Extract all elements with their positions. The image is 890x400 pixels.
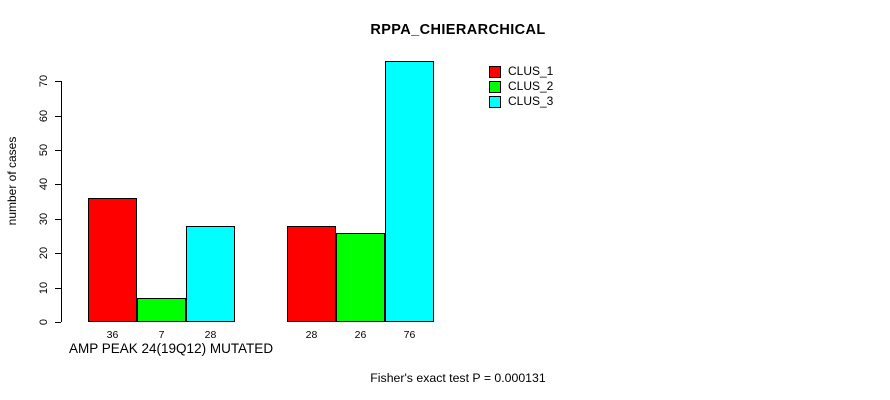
bar-value-label: 28 bbox=[204, 329, 217, 341]
y-tick bbox=[55, 322, 61, 323]
y-tick-label: 20 bbox=[38, 247, 50, 260]
y-tick-label: 10 bbox=[38, 281, 50, 294]
y-tick-label: 70 bbox=[38, 75, 50, 88]
bar-value-label: 36 bbox=[106, 329, 119, 341]
legend-label: CLUS_2 bbox=[508, 79, 554, 93]
y-tick bbox=[55, 184, 61, 186]
y-axis-line bbox=[61, 81, 62, 322]
legend-swatch bbox=[489, 80, 501, 93]
y-tick bbox=[55, 218, 61, 220]
y-tick-label: 30 bbox=[38, 212, 50, 225]
fisher-test-text: Fisher's exact test P = 0.000131 bbox=[370, 371, 546, 385]
bar-clus_1-group-1 bbox=[88, 198, 137, 322]
y-tick-label: 40 bbox=[38, 178, 50, 191]
y-tick-label: 60 bbox=[38, 109, 50, 122]
legend-swatch bbox=[489, 65, 501, 78]
y-tick bbox=[55, 287, 61, 289]
legend-item-clus_3: CLUS_3 bbox=[489, 94, 553, 109]
x-axis-group-label: AMP PEAK 24(19Q12) MUTATED bbox=[69, 341, 274, 356]
bar-clus_3-group-2 bbox=[385, 60, 434, 322]
bar-clus_2-group-2 bbox=[336, 232, 385, 322]
bar-value-label: 76 bbox=[403, 329, 416, 341]
legend-item-clus_1: CLUS_1 bbox=[489, 64, 553, 79]
legend-label: CLUS_3 bbox=[508, 94, 554, 108]
y-tick bbox=[55, 253, 61, 255]
legend-swatch bbox=[489, 95, 501, 108]
legend: CLUS_1 CLUS_2 CLUS_3 bbox=[489, 64, 553, 109]
y-tick-label: 50 bbox=[38, 143, 50, 157]
legend-label: CLUS_1 bbox=[508, 64, 554, 78]
chart-title: RPPA_CHIERARCHICAL bbox=[370, 22, 546, 38]
bar-value-label: 28 bbox=[305, 329, 318, 341]
legend-item-clus_2: CLUS_2 bbox=[489, 79, 553, 94]
y-tick bbox=[55, 81, 61, 83]
bar-clus_3-group-1 bbox=[186, 225, 235, 322]
y-tick bbox=[55, 150, 61, 151]
bar-value-label: 7 bbox=[158, 329, 165, 341]
bar-value-label: 26 bbox=[354, 329, 367, 341]
y-axis-label: number of cases bbox=[5, 136, 19, 226]
bar-clus_1-group-2 bbox=[287, 225, 336, 322]
y-tick-label: 0 bbox=[38, 318, 50, 326]
bar-clus_2-group-1 bbox=[137, 297, 186, 322]
y-tick bbox=[55, 115, 61, 117]
